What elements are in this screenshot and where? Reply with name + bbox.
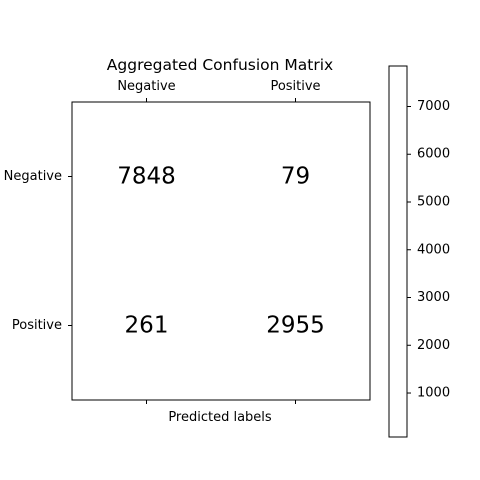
colorbar: 1000 2000 3000 4000 5000 6000 7000 — [388, 65, 450, 438]
colorbar-tick-label-0: 1000 — [417, 386, 450, 401]
x-tick-label-0: Negative — [117, 79, 175, 94]
plot-frame — [71, 101, 371, 401]
colorbar-tick-label-6: 7000 — [417, 99, 450, 114]
x-tick-label-1: Positive — [270, 79, 320, 94]
cell-value-0-1: 79 — [281, 164, 310, 190]
cell-value-0-0: 7848 — [117, 164, 176, 190]
colorbar-tick-label-3: 4000 — [417, 242, 450, 257]
matrix-cell-0-0 — [72, 102, 221, 251]
colorbar-rect — [388, 65, 408, 438]
matrix-cell-1-1 — [221, 251, 370, 400]
cell-value-1-1: 2955 — [266, 313, 325, 339]
colorbar-tick-label-2: 3000 — [417, 290, 450, 305]
y-tick-label-1: Positive — [12, 318, 62, 333]
y-ticks: Negative Positive — [4, 169, 72, 333]
colorbar-ticks: 1000 2000 3000 4000 5000 6000 7000 — [407, 99, 450, 401]
colorbar-tick-label-5: 6000 — [417, 147, 450, 162]
matrix-cell-0-1 — [221, 102, 370, 251]
cell-value-1-0: 261 — [125, 313, 169, 339]
x-ticks: Negative Positive — [117, 79, 321, 404]
chart-title: Aggregated Confusion Matrix — [107, 56, 333, 74]
cell-value-labels: 7848 79 261 2955 — [117, 164, 325, 339]
y-tick-label-0: Negative — [4, 169, 62, 184]
matrix-cells — [72, 102, 370, 400]
x-axis-label: Predicted labels — [168, 410, 272, 425]
colorbar-tick-label-1: 2000 — [417, 338, 450, 353]
matrix-cell-1-0 — [72, 251, 221, 400]
colorbar-tick-label-4: 5000 — [417, 195, 450, 210]
